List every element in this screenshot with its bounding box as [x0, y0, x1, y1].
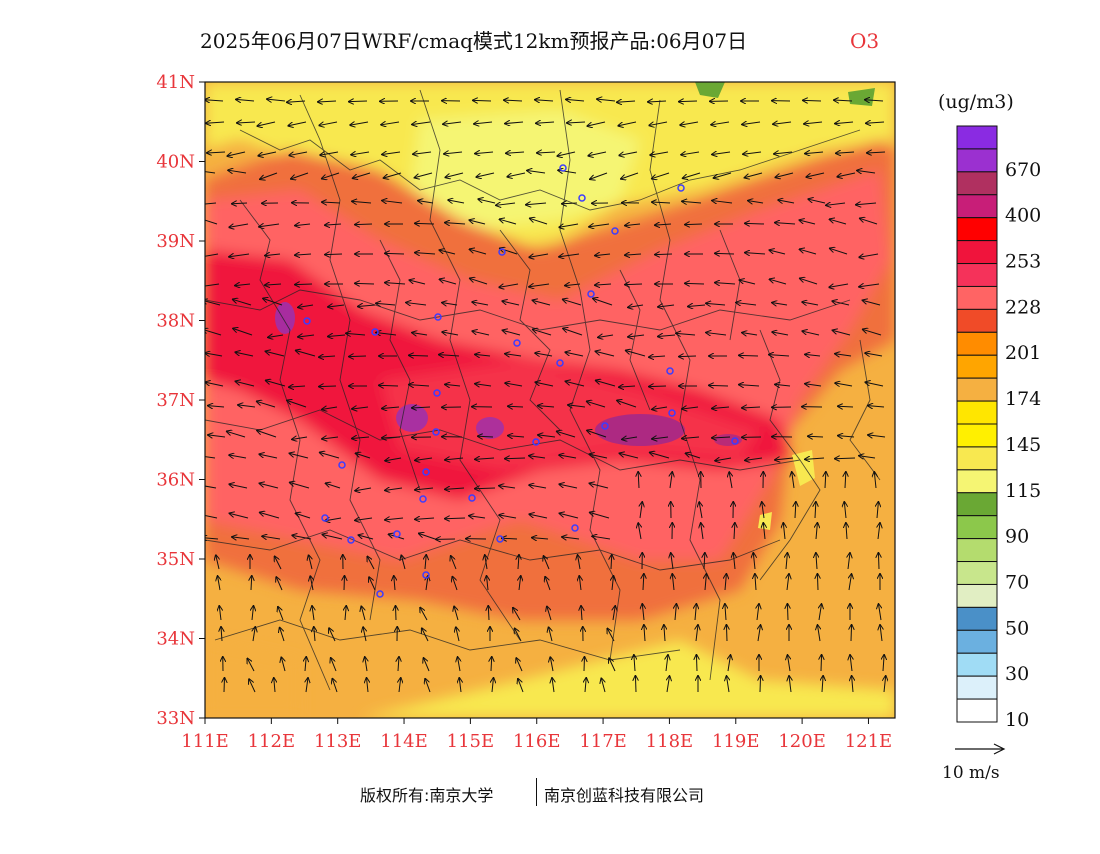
lat-tick-label: 35N	[156, 549, 195, 570]
lat-tick-label: 36N	[156, 470, 195, 491]
lat-tick-label: 34N	[156, 629, 195, 650]
lon-tick-label: 119E	[712, 731, 760, 752]
lon-tick-label: 111E	[181, 731, 229, 752]
lat-tick-label: 38N	[156, 311, 195, 332]
lon-tick-label: 120E	[778, 731, 826, 752]
concentration-field	[196, 82, 895, 718]
copyright-right: 南京创蓝科技有限公司	[544, 782, 704, 806]
longitude-axis: 111E 112E 113E 114E 115E 116E 117E 118E 119E 120E…	[181, 718, 892, 752]
lon-tick-label: 114E	[380, 731, 428, 752]
copyright-footer: 版权所有:南京大学 南京创蓝科技有限公司	[360, 778, 780, 808]
latitude-axis: 41N 40N 39N 38N 37N 36N 35N 34N 33N	[156, 72, 205, 729]
lat-tick-label: 37N	[156, 390, 195, 411]
lon-tick-label: 115E	[447, 731, 495, 752]
lon-tick-label: 112E	[248, 731, 296, 752]
lat-tick-label: 41N	[156, 72, 195, 93]
lat-tick-label: 33N	[156, 708, 195, 729]
copyright-left: 版权所有:南京大学	[360, 782, 493, 806]
lon-tick-label: 121E	[845, 731, 893, 752]
lat-tick-label: 40N	[156, 152, 195, 173]
lat-tick-label: 39N	[156, 231, 195, 252]
lon-tick-label: 113E	[314, 731, 362, 752]
lon-tick-label: 117E	[579, 731, 627, 752]
lon-tick-label: 118E	[646, 731, 694, 752]
lon-tick-label: 116E	[513, 731, 561, 752]
footer-divider	[536, 778, 537, 806]
